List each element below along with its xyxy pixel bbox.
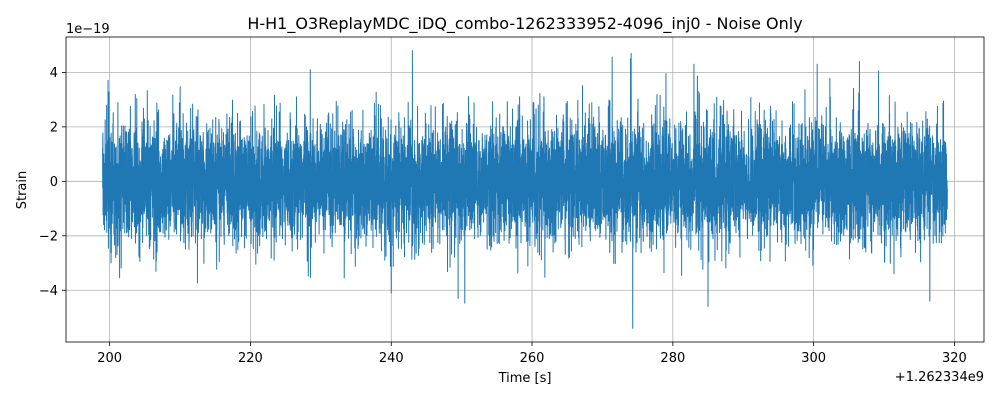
series-layer <box>102 50 948 329</box>
x-tick-label: 220 <box>238 351 263 366</box>
y-tick-label: −2 <box>39 229 58 244</box>
y-tick-label: −4 <box>39 284 58 299</box>
y-tick-label: 0 <box>50 175 58 190</box>
x-tick-label: 240 <box>379 351 404 366</box>
x-offset-label: +1.262334e9 <box>895 370 984 385</box>
x-tick-label: 320 <box>942 351 967 366</box>
y-axis-ticks: −4 −2 0 2 4 <box>39 66 66 299</box>
plot-frame <box>65 36 985 343</box>
y-scale-offset: 1e−19 <box>66 22 110 37</box>
strain-series-line <box>102 50 948 329</box>
x-axis-ticks: 200 220 240 260 280 300 320 <box>97 342 967 366</box>
x-axis-label: Time [s] <box>498 371 552 386</box>
chart-title: H-H1_O3ReplayMDC_iDQ_combo-1262333952-40… <box>247 14 802 34</box>
y-tick-label: 2 <box>50 120 58 135</box>
x-tick-label: 200 <box>97 351 122 366</box>
x-tick-label: 300 <box>801 351 826 366</box>
y-tick-label: 4 <box>50 66 58 81</box>
y-axis-label: Strain <box>15 171 30 210</box>
x-tick-label: 260 <box>520 351 545 366</box>
x-tick-label: 280 <box>660 351 685 366</box>
